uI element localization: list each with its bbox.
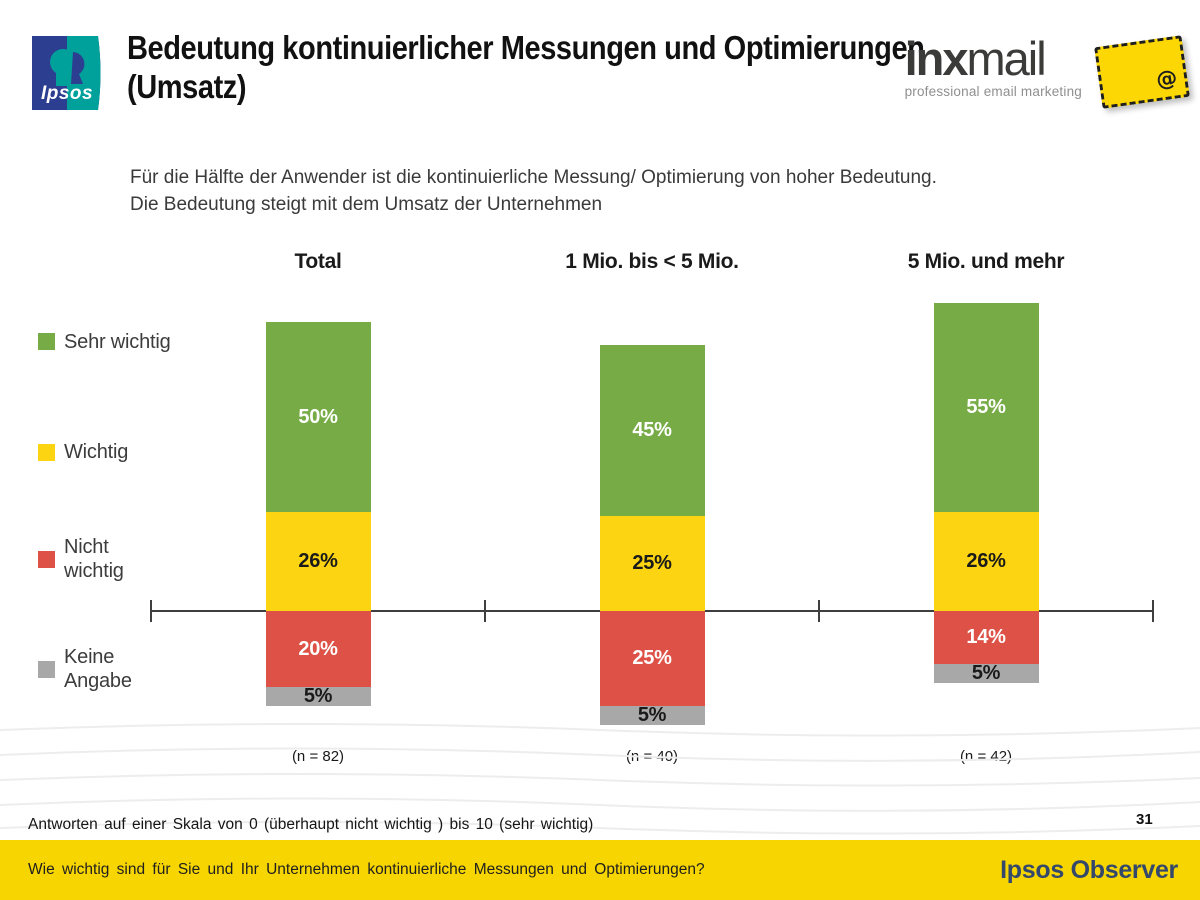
bar-value-label: 5% — [971, 662, 1001, 685]
bar-value-label: 25% — [632, 552, 672, 574]
bar-segment-nicht-wichtig: 25% — [599, 611, 705, 706]
legend-label-line: Keine — [64, 646, 115, 668]
chart-summary: Für die Hälfte der Anwender ist die kont… — [130, 164, 937, 218]
inxmail-tagline: professional email marketing — [904, 84, 1082, 99]
legend-label: Nicht wichtig — [64, 535, 124, 583]
legend-swatch-icon — [38, 660, 55, 678]
bar-value-label: 5% — [637, 704, 667, 726]
bar-value-label: 55% — [966, 396, 1006, 419]
sample-size-label: (n = 42) — [959, 748, 1013, 765]
axis-tick — [484, 600, 486, 622]
bar-segment-keine-angabe: 5% — [265, 685, 371, 707]
bar-segment-wichtig: 25% — [599, 516, 705, 611]
inxmail-name-light: mail — [966, 32, 1046, 85]
bar-value-label: 20% — [298, 637, 338, 660]
legend-label-line: wichtig — [64, 560, 124, 582]
bar-segment-sehr-wichtig: 55% — [933, 303, 1039, 513]
sample-size-label: (n = 82) — [291, 748, 345, 765]
footer-bar: Wie wichtig sind für Sie und Ihr Unterne… — [0, 840, 1200, 900]
legend-swatch-icon — [38, 443, 55, 461]
inxmail-wordmark: inxmail professional email marketing — [904, 35, 1082, 99]
footnote: Antworten auf einer Skala von 0 (überhau… — [28, 816, 594, 833]
axis-tick — [818, 600, 820, 622]
legend-label-line: Wichtig — [64, 441, 129, 463]
footer-brand: Ipsos Observer — [1000, 855, 1178, 884]
bar-value-label: 45% — [632, 419, 672, 441]
axis-tick — [150, 600, 152, 622]
legend-item: Nicht wichtig — [38, 535, 124, 583]
column-header: 1 Mio. bis < 5 Mio. — [565, 250, 739, 273]
bar-segment-keine-angabe: 5% — [933, 662, 1039, 685]
page-number: 31 — [1136, 811, 1153, 828]
bar-value-label: 50% — [298, 405, 338, 428]
chart-summary-line1: Für die Hälfte der Anwender ist die kont… — [130, 167, 937, 188]
page-title: Bedeutung kontinuierlicher Messungen und… — [127, 28, 925, 106]
inxmail-name-bold: inx — [904, 32, 969, 85]
column-header: Total — [294, 250, 342, 273]
footer-question: Wie wichtig sind für Sie und Ihr Unterne… — [28, 861, 705, 878]
bar-segment-nicht-wichtig: 20% — [265, 611, 371, 687]
legend-label-line: Nicht — [64, 536, 109, 558]
bar-value-label: 25% — [632, 647, 672, 669]
ipsos-logo-text: Ipsos — [40, 83, 94, 104]
legend-item: Keine Angabe — [38, 645, 132, 693]
legend-label-line: Sehr wichtig — [64, 330, 171, 353]
bar-segment-sehr-wichtig: 50% — [265, 322, 371, 513]
page-title-line2: (Umsatz) — [127, 68, 247, 105]
bar-value-label: 5% — [303, 685, 333, 707]
sample-size-label: (n = 40) — [625, 748, 679, 765]
bar-segment-keine-angabe: 5% — [599, 704, 705, 726]
legend-swatch-icon — [38, 333, 55, 350]
bar-segment-wichtig: 26% — [265, 512, 371, 611]
inxmail-logo: inxmail professional email marketing @ — [904, 35, 1192, 109]
column-header: 5 Mio. und mehr — [907, 250, 1065, 273]
legend-label: Sehr wichtig — [64, 330, 171, 354]
chart-summary-line2: Die Bedeutung steigt mit dem Umsatz der … — [130, 194, 603, 215]
legend-label: Keine Angabe — [64, 645, 132, 693]
ipsos-logo-graphic — [32, 36, 101, 110]
page-title-line1: Bedeutung kontinuierlicher Messungen und… — [127, 29, 925, 66]
bar-segment-sehr-wichtig: 45% — [599, 345, 705, 516]
legend-swatch-icon — [38, 550, 55, 568]
legend-item: Sehr wichtig — [38, 330, 171, 354]
legend-item: Wichtig — [38, 440, 128, 464]
axis-tick — [1152, 600, 1154, 622]
legend-label-line: Angabe — [64, 670, 132, 692]
bar-segment-wichtig: 26% — [933, 512, 1039, 611]
legend-label: Wichtig — [64, 440, 128, 464]
bar-value-label: 26% — [298, 550, 338, 573]
ipsos-logo: Ipsos — [32, 36, 102, 110]
bar-value-label: 26% — [966, 550, 1006, 573]
bar-segment-nicht-wichtig: 14% — [933, 611, 1039, 665]
bar-value-label: 14% — [966, 626, 1006, 649]
